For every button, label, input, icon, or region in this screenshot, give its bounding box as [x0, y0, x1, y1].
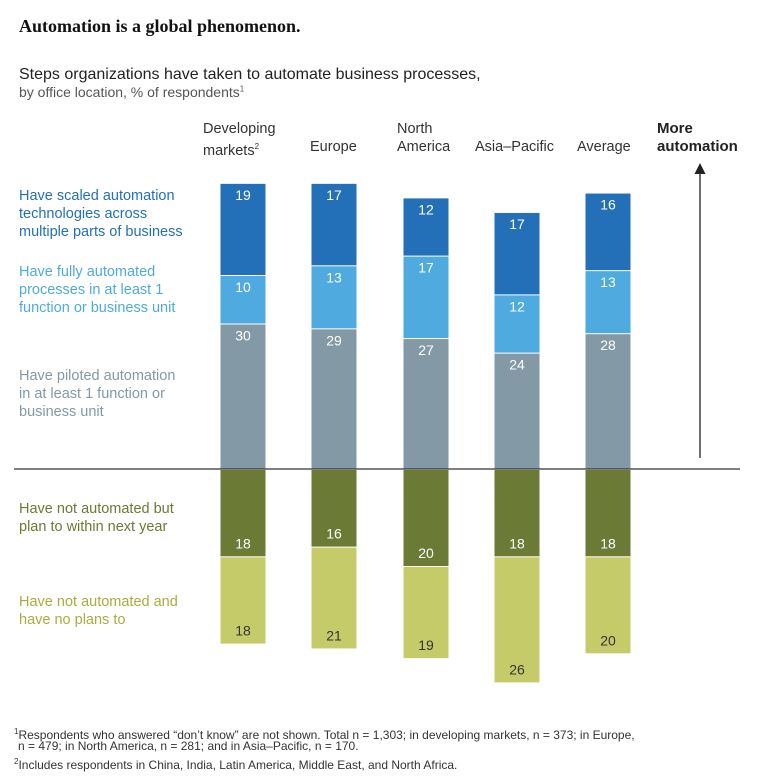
category-label-europe: Europe [310, 139, 357, 155]
headline: Automation is a global phenomenon. [19, 16, 301, 36]
category-label-average: Average [577, 139, 631, 155]
bar-noplans-average [585, 557, 631, 654]
data-label-scaled-developing-markets: 19 [235, 187, 251, 203]
data-label-fully-average: 13 [600, 274, 616, 290]
legend-piloted: Have piloted automation in at least 1 fun… [19, 368, 176, 420]
bar-piloted-europe [311, 329, 357, 469]
bar-scaled-north-america [403, 198, 449, 256]
data-label-piloted-average: 28 [600, 337, 616, 353]
footnote-2: 2Includes respondents in China, India, L… [14, 757, 458, 772]
more-automation-label: More automation [657, 120, 738, 155]
legend-scaled: Have scaled automation technologies acros… [19, 188, 183, 240]
bar-plan-asia-pacific [494, 470, 540, 557]
chart-subtitle-units: by office location, % of respondents1 [19, 84, 245, 100]
bar-scaled-developing-markets [220, 183, 266, 275]
data-label-plan-asia-pacific: 18 [509, 535, 525, 551]
bar-fully-europe [311, 266, 357, 329]
data-label-scaled-north-america: 12 [418, 201, 434, 217]
data-label-piloted-developing-markets: 30 [235, 328, 251, 344]
bar-plan-north-america [403, 470, 449, 566]
chart-subtitle: Steps organizations have taken to automa… [19, 66, 481, 83]
bar-plan-average [585, 470, 631, 557]
data-label-fully-developing-markets: 10 [235, 279, 251, 295]
data-label-scaled-europe: 17 [326, 187, 342, 203]
data-label-noplans-north-america: 19 [418, 637, 434, 653]
bar-fully-asia-pacific [494, 295, 540, 353]
data-label-plan-europe: 16 [326, 526, 342, 542]
bar-fully-developing-markets [220, 276, 266, 324]
data-label-scaled-average: 16 [600, 197, 616, 213]
bar-noplans-developing-markets [220, 557, 266, 644]
category-label-developing: Developing markets2 [203, 121, 276, 159]
bar-plan-developing-markets [220, 470, 266, 557]
bar-piloted-average [585, 334, 631, 469]
data-label-noplans-average: 20 [600, 632, 616, 648]
data-label-piloted-asia-pacific: 24 [509, 357, 525, 373]
category-label-asia-pacific: Asia–Pacific [475, 139, 554, 155]
bar-fully-north-america [403, 256, 449, 339]
bar-noplans-north-america [403, 567, 449, 659]
data-label-piloted-north-america: 27 [418, 342, 434, 358]
data-label-piloted-europe: 29 [326, 332, 342, 348]
data-label-plan-average: 18 [600, 535, 616, 551]
data-label-fully-europe: 13 [326, 269, 342, 285]
bar-piloted-north-america [403, 339, 449, 469]
bar-plan-europe [311, 470, 357, 547]
data-label-fully-north-america: 17 [418, 260, 434, 276]
category-label-north-america: North America [397, 121, 451, 155]
more-automation-arrow-head [694, 163, 706, 174]
data-label-plan-north-america: 20 [418, 545, 434, 561]
data-label-fully-asia-pacific: 12 [509, 298, 525, 314]
data-label-plan-developing-markets: 18 [235, 535, 251, 551]
bar-noplans-europe [311, 547, 357, 649]
data-label-noplans-europe: 21 [326, 627, 342, 643]
legend-fully: Have fully automated processes in at leas… [19, 264, 176, 316]
bar-piloted-asia-pacific [494, 353, 540, 469]
bar-noplans-asia-pacific [494, 557, 540, 683]
bar-scaled-average [585, 193, 631, 271]
footnote-1: 1Respondents who answered “don’t know” a… [14, 727, 635, 742]
bar-scaled-europe [311, 183, 357, 266]
legend-plan: Have not automated but plan to within nex… [19, 501, 174, 535]
bar-piloted-developing-markets [220, 324, 266, 469]
data-label-noplans-developing-markets: 18 [235, 623, 251, 639]
bar-fully-average [585, 271, 631, 334]
legend-noplans: Have not automated and have no plans to [19, 594, 178, 628]
bar-scaled-asia-pacific [494, 212, 540, 295]
footnote-1-cont: n = 479; in North America, n = 281; and … [18, 739, 359, 753]
data-label-scaled-asia-pacific: 17 [509, 216, 525, 232]
data-label-noplans-asia-pacific: 26 [509, 661, 525, 677]
